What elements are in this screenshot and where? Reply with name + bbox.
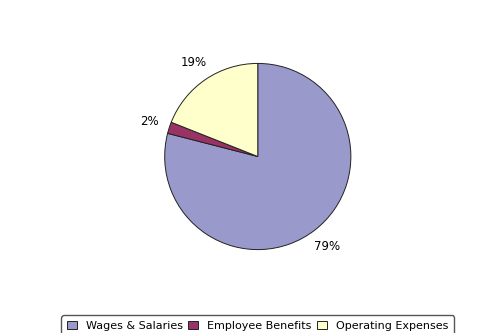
Wedge shape	[164, 63, 351, 250]
Legend: Wages & Salaries, Employee Benefits, Operating Expenses: Wages & Salaries, Employee Benefits, Ope…	[61, 315, 454, 333]
Wedge shape	[171, 63, 258, 157]
Text: 2%: 2%	[140, 115, 159, 128]
Text: 79%: 79%	[314, 240, 340, 253]
Wedge shape	[167, 122, 258, 157]
Text: 19%: 19%	[181, 56, 207, 69]
